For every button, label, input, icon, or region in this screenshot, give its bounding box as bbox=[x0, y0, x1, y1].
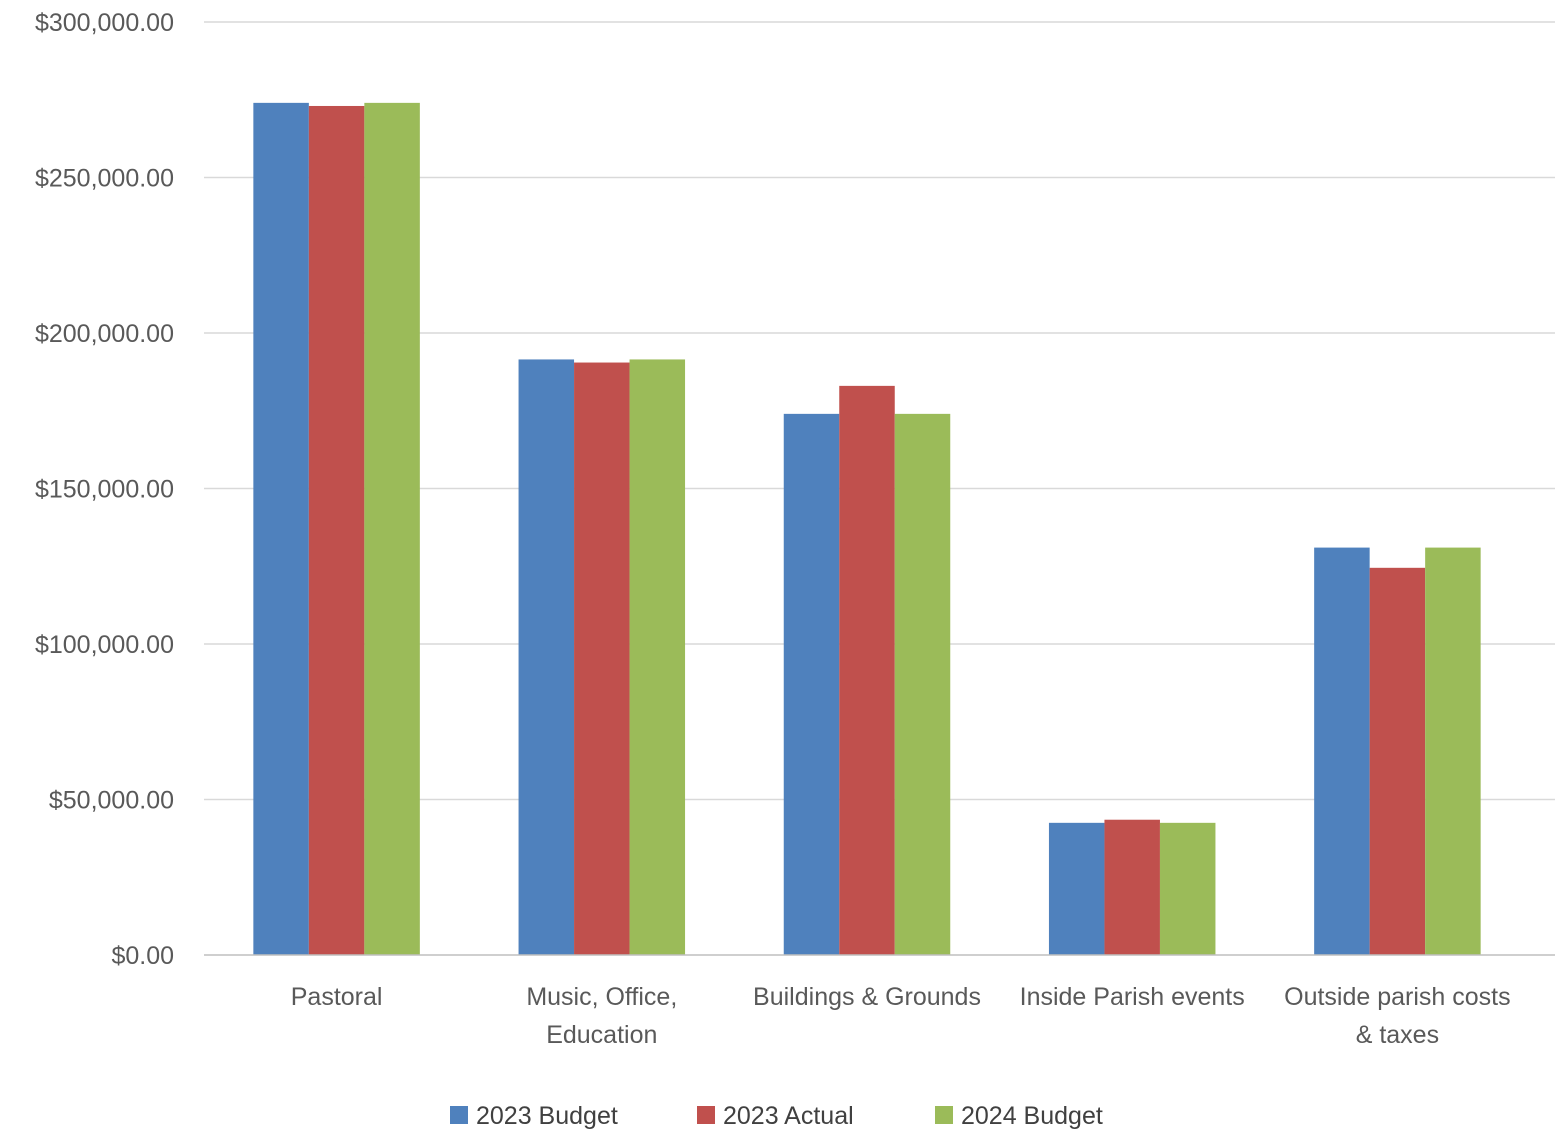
bar-2023-budget-2 bbox=[783, 413, 840, 955]
x-category-label: Inside Parish events bbox=[1020, 983, 1245, 1011]
y-tick-label: $250,000.00 bbox=[35, 165, 174, 193]
legend-label: 2023 Actual bbox=[723, 1102, 854, 1130]
y-tick-label: $0.00 bbox=[111, 942, 174, 970]
bar-2023-actual-4 bbox=[1369, 567, 1426, 955]
bar-2023-budget-3 bbox=[1048, 822, 1105, 955]
bar-2024-budget-1 bbox=[629, 359, 686, 955]
y-tick-label: $200,000.00 bbox=[35, 320, 174, 348]
x-category-label: Buildings & Grounds bbox=[753, 983, 981, 1011]
bar-2023-actual-0 bbox=[308, 105, 365, 956]
bar-2024-budget-4 bbox=[1425, 547, 1481, 955]
bar-2024-budget-3 bbox=[1159, 822, 1216, 955]
legend-swatch bbox=[450, 1106, 468, 1124]
bar-2023-actual-3 bbox=[1104, 819, 1160, 955]
x-category-label: Music, Office, Education bbox=[526, 983, 677, 1049]
x-axis-category-labels: Pastoral Music, Office, Education Buildings… bbox=[291, 983, 1511, 1049]
y-tick-label: $100,000.00 bbox=[35, 631, 174, 659]
x-category-label: Pastoral bbox=[291, 983, 383, 1011]
legend-label: 2024 Budget bbox=[961, 1102, 1103, 1130]
bar-2023-budget-1 bbox=[518, 359, 575, 955]
bar-2023-budget-4 bbox=[1314, 547, 1370, 955]
bar-2023-actual-2 bbox=[839, 385, 895, 955]
legend-swatch bbox=[935, 1106, 953, 1124]
legend-label: 2023 Budget bbox=[476, 1102, 618, 1130]
legend: 2023 Budget 2023 Actual 2024 Budget bbox=[450, 1102, 1103, 1130]
bar-2023-actual-1 bbox=[574, 362, 630, 955]
bars bbox=[253, 102, 1481, 956]
bar-2024-budget-2 bbox=[894, 413, 951, 955]
bar-2023-budget-0 bbox=[253, 102, 309, 956]
x-category-label: Outside parish costs & taxes bbox=[1284, 983, 1511, 1049]
y-tick-label: $300,000.00 bbox=[35, 9, 174, 37]
y-axis-tick-labels: $0.00 $50,000.00 $100,000.00 $150,000.00 $20… bbox=[35, 9, 174, 970]
y-tick-label: $150,000.00 bbox=[35, 476, 174, 504]
y-tick-label: $50,000.00 bbox=[49, 787, 174, 815]
legend-swatch bbox=[697, 1106, 715, 1124]
bar-2024-budget-0 bbox=[364, 102, 420, 956]
